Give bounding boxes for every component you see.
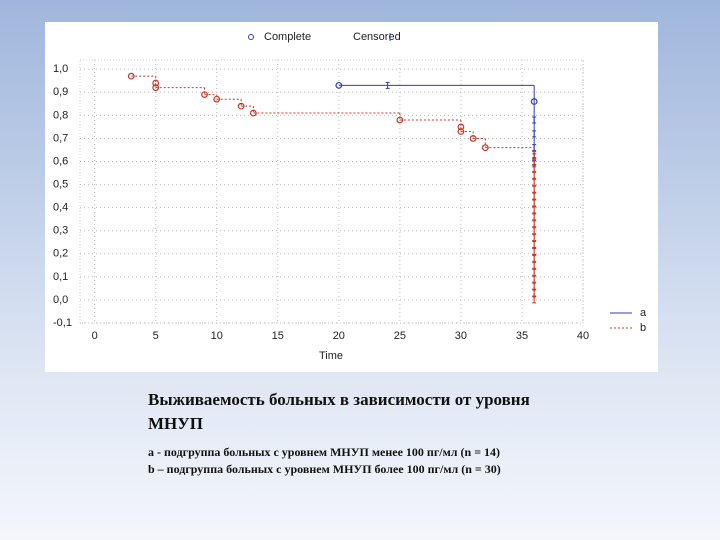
x-tick-label: 20	[333, 330, 345, 342]
censored-mark	[532, 296, 537, 304]
x-axis-label: Time	[319, 350, 343, 362]
event-point	[152, 84, 160, 92]
x-tick-label: 15	[272, 330, 284, 342]
x-tick-label: 10	[211, 330, 223, 342]
censored-mark	[532, 158, 537, 166]
censored-mark	[532, 261, 537, 269]
censored-mark	[532, 171, 537, 179]
legend-label: a	[640, 307, 647, 319]
censored-mark	[532, 185, 537, 193]
y-tick-label: 0,7	[53, 132, 68, 144]
y-tick-label: -0,1	[53, 317, 72, 329]
event-point	[127, 72, 135, 80]
event-point	[457, 128, 465, 135]
censored-mark	[532, 247, 537, 255]
censored-mark	[532, 206, 537, 214]
censored-mark	[532, 130, 537, 138]
chart-panel	[45, 22, 658, 372]
x-tick-label: 30	[455, 330, 467, 342]
censored-mark	[532, 289, 537, 297]
y-tick-label: 0,4	[53, 202, 68, 214]
event-point	[213, 95, 221, 103]
censored-mark	[532, 164, 537, 172]
censored-mark	[532, 227, 537, 235]
censored-mark	[532, 254, 537, 262]
chart: Complete Censored Time -0,1 0,0 0,1 0,2 0,3 0…	[45, 22, 658, 372]
event-point	[152, 79, 160, 87]
y-tick-label: 0,0	[53, 294, 68, 306]
x-tick-label: 35	[516, 330, 528, 342]
plot-frame	[79, 59, 584, 324]
caption-note: b – подгруппа больных с уровнем МНУП бол…	[148, 462, 501, 476]
event-point	[481, 144, 489, 152]
legend-symbol	[248, 34, 254, 40]
censored-mark	[532, 116, 537, 124]
legend-label: b	[640, 322, 646, 334]
event-point	[396, 116, 404, 124]
legend-label: Complete	[264, 31, 311, 43]
y-tick-label: 0,9	[53, 86, 68, 98]
caption-title: Выживаемость больных в зависимости от ур…	[148, 390, 530, 433]
censored-mark	[532, 178, 537, 186]
x-tick-label: 40	[577, 330, 589, 342]
censored-mark	[532, 220, 537, 228]
censored-mark	[532, 192, 537, 200]
censored-mark	[532, 282, 537, 290]
censored-mark	[532, 275, 537, 283]
censored-mark	[532, 268, 537, 276]
censored-mark	[532, 241, 537, 249]
y-tick-label: 0,5	[53, 178, 68, 190]
event-point	[237, 102, 245, 110]
x-tick-label: 25	[394, 330, 406, 342]
y-tick-label: 0,8	[53, 109, 68, 121]
y-tick-label: 1,0	[53, 63, 68, 75]
event-point	[335, 81, 343, 89]
y-tick-label: 0,3	[53, 225, 68, 237]
y-tick-label: 0,6	[53, 155, 68, 167]
x-tick-label: 0	[92, 330, 98, 342]
censored-mark	[385, 81, 390, 89]
caption-note: a - подгруппа больных с уровнем МНУП мен…	[148, 445, 501, 459]
event-point	[469, 135, 477, 142]
caption: Выживаемость больных в зависимости от ур…	[148, 388, 558, 478]
legend-label: Censored	[353, 31, 401, 43]
event-point	[457, 123, 465, 131]
y-tick-label: 0,1	[53, 271, 68, 283]
y-tick-label: 0,2	[53, 248, 68, 260]
censored-mark	[532, 213, 537, 221]
censored-mark	[532, 199, 537, 207]
event-point	[249, 109, 257, 117]
censored-mark	[532, 151, 537, 159]
x-tick-label: 5	[153, 330, 159, 342]
event-point	[530, 98, 538, 105]
event-point	[201, 91, 208, 99]
censored-mark	[532, 234, 537, 242]
